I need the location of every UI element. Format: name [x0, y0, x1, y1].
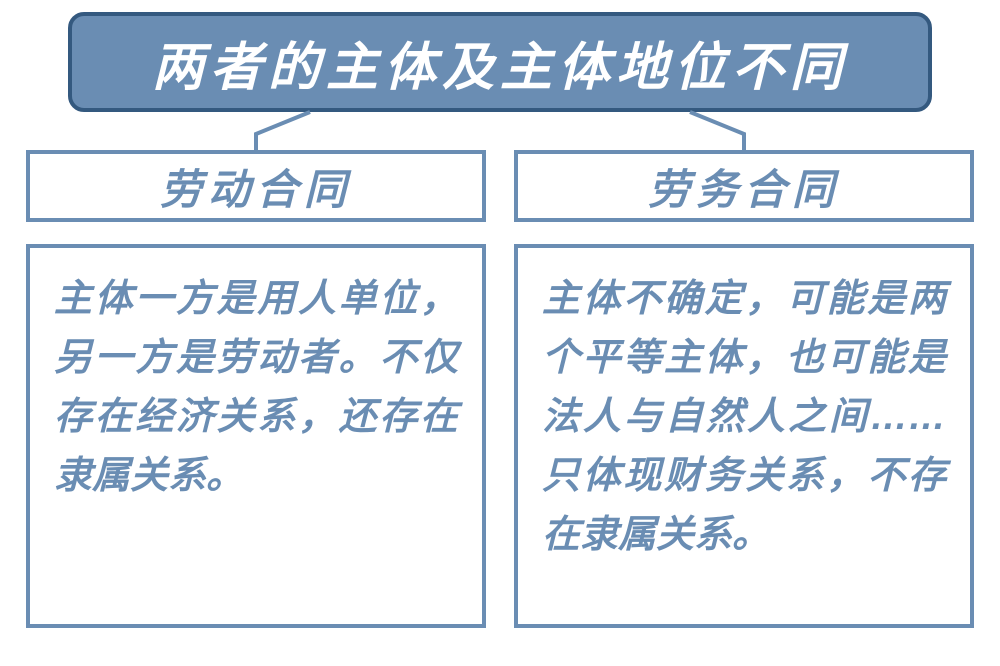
column-heading-left: 劳动合同	[26, 150, 486, 222]
diagram-canvas: 两者的主体及主体地位不同 劳动合同 劳务合同 主体一方是用人单位，另一方是劳动者…	[0, 0, 1000, 666]
title-text: 两者的主体及主体地位不同	[152, 25, 848, 100]
column-heading-right-text: 劳务合同	[648, 156, 840, 217]
column-body-right: 主体不确定，可能是两个平等主体，也可能是法人与自然人之间……只体现财务关系，不存…	[514, 244, 974, 628]
title-box: 两者的主体及主体地位不同	[68, 12, 932, 112]
column-heading-right: 劳务合同	[514, 150, 974, 222]
column-body-left: 主体一方是用人单位，另一方是劳动者。不仅存在经济关系，还存在隶属关系。	[26, 244, 486, 628]
column-body-left-text: 主体一方是用人单位，另一方是劳动者。不仅存在经济关系，还存在隶属关系。	[54, 270, 458, 506]
column-body-right-text: 主体不确定，可能是两个平等主体，也可能是法人与自然人之间……只体现财务关系，不存…	[542, 270, 946, 564]
column-heading-left-text: 劳动合同	[160, 156, 352, 217]
